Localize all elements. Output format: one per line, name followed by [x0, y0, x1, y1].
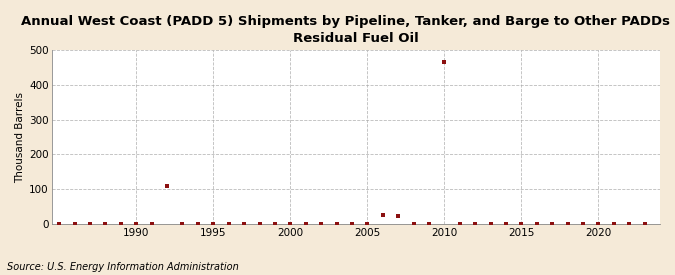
- Text: Source: U.S. Energy Information Administration: Source: U.S. Energy Information Administ…: [7, 262, 238, 272]
- Y-axis label: Thousand Barrels: Thousand Barrels: [15, 92, 25, 183]
- Title: Annual West Coast (PADD 5) Shipments by Pipeline, Tanker, and Barge to Other PAD: Annual West Coast (PADD 5) Shipments by …: [22, 15, 675, 45]
